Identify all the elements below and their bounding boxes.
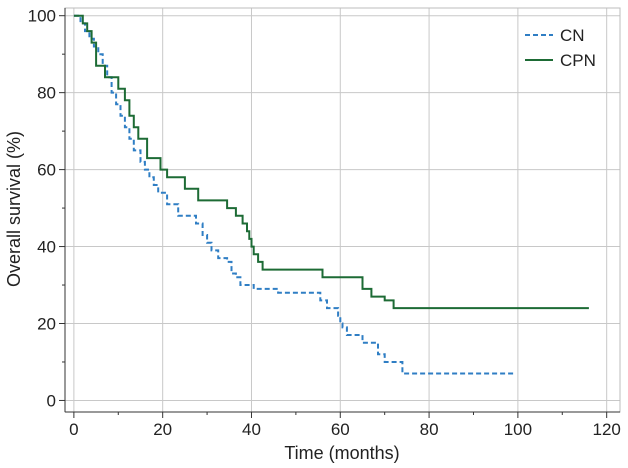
legend-label-cn: CN (560, 26, 585, 45)
series-lines (73, 14, 589, 375)
legend: CN CPN (525, 26, 596, 70)
x-tick-label: 0 (69, 420, 78, 439)
y-tick-label: 40 (37, 238, 56, 257)
y-tick-label: 100 (28, 7, 56, 26)
series-line-cn (73, 14, 514, 375)
x-tick-label: 60 (331, 420, 350, 439)
y-tick-label: 80 (37, 84, 56, 103)
x-tick-label: 40 (242, 420, 261, 439)
x-tick-label: 120 (592, 420, 620, 439)
x-tick-label: 20 (153, 420, 172, 439)
series-line-cpn (73, 14, 589, 310)
y-tick-label: 20 (37, 315, 56, 334)
axes (59, 7, 621, 418)
tick-labels: 0 20 40 60 80 100 120 0 20 40 60 80 100 (28, 7, 621, 439)
x-axis-title: Time (months) (284, 443, 399, 463)
x-tick-label: 100 (504, 420, 532, 439)
y-axis-title: Overall survival (%) (4, 131, 24, 287)
y-tick-label: 0 (47, 391, 56, 410)
y-tick-label: 60 (37, 161, 56, 180)
x-tick-label: 80 (420, 420, 439, 439)
legend-label-cpn: CPN (560, 51, 596, 70)
